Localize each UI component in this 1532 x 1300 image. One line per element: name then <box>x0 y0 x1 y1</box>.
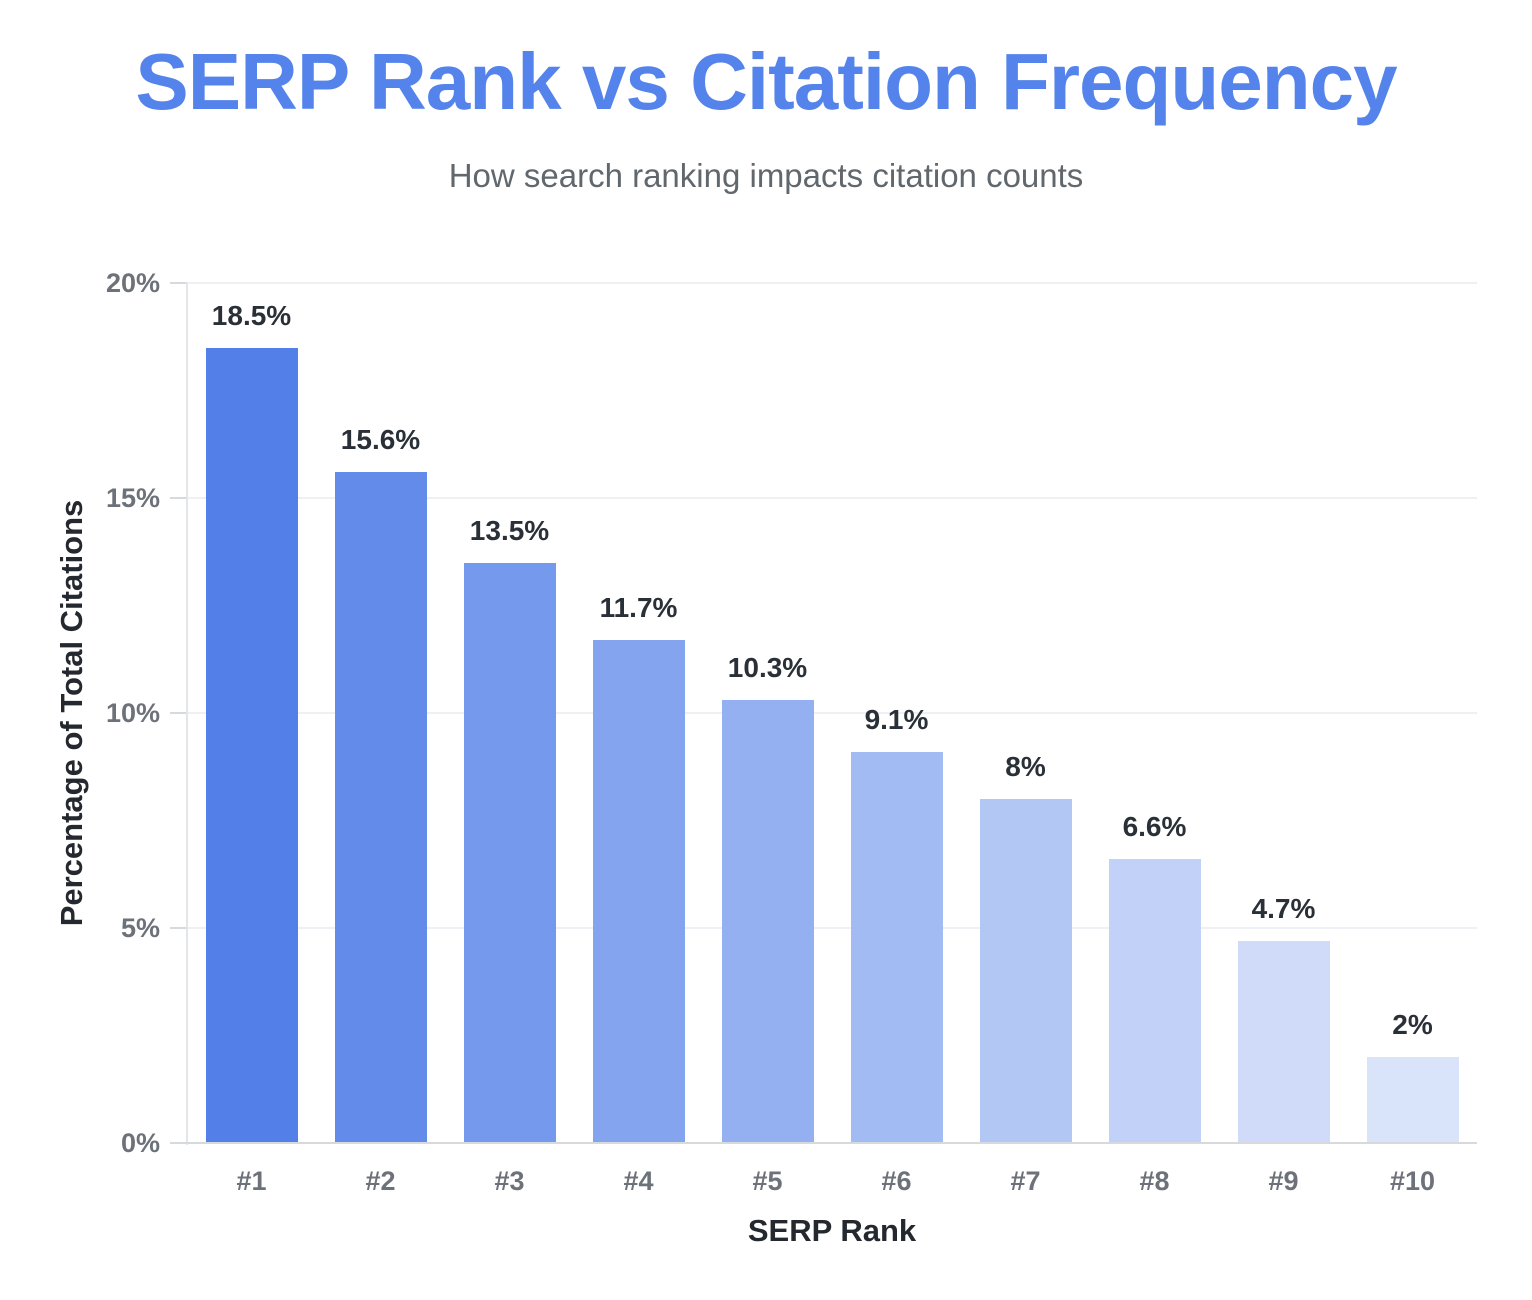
bar-value-label: 10.3% <box>727 652 808 684</box>
y-axis-title: Percentage of Total Citations <box>54 499 89 927</box>
bar-value-label: 4.7% <box>1251 892 1316 924</box>
bar <box>592 639 685 1143</box>
x-tick-label: #3 <box>494 1166 525 1196</box>
y-tick-label: 0% <box>120 1128 160 1158</box>
y-tick-mark <box>170 497 187 499</box>
bar-value-label: 11.7% <box>599 591 678 623</box>
y-tick-label: 5% <box>120 913 160 943</box>
x-axis-line <box>170 1142 1477 1144</box>
bar-value-label: 13.5% <box>469 514 550 546</box>
x-tick-label: #6 <box>881 1166 912 1196</box>
bar-value-label: 18.5% <box>211 299 292 331</box>
x-tick-label: #8 <box>1139 1166 1170 1196</box>
y-tick-mark <box>170 282 187 284</box>
bar <box>334 472 427 1143</box>
bar <box>979 799 1072 1143</box>
bar-value-label: 6.6% <box>1122 811 1187 843</box>
bar-value-label: 15.6% <box>340 424 421 456</box>
bar <box>850 751 943 1143</box>
x-tick-label: #9 <box>1268 1166 1299 1196</box>
gridline <box>187 497 1477 499</box>
gridline <box>187 927 1477 929</box>
bar <box>721 700 814 1143</box>
y-tick-label: 10% <box>105 698 160 728</box>
bar <box>1108 859 1201 1143</box>
bar <box>1237 940 1330 1143</box>
bar <box>1366 1057 1459 1143</box>
bar-value-label: 8% <box>1005 751 1046 782</box>
bar <box>463 562 556 1143</box>
x-axis-title: SERP Rank <box>747 1213 917 1248</box>
chart-subtitle: How search ranking impacts citation coun… <box>448 157 1084 194</box>
x-tick-label: #5 <box>752 1166 783 1196</box>
y-tick-mark <box>170 927 187 929</box>
x-tick-label: #2 <box>365 1166 396 1196</box>
gridline <box>187 712 1477 714</box>
bar <box>205 347 298 1143</box>
y-axis-line <box>186 283 188 1145</box>
bar-value-label: 9.1% <box>864 703 929 735</box>
chart-title: SERP Rank vs Citation Frequency <box>135 37 1397 126</box>
x-tick-label: #1 <box>236 1166 267 1196</box>
gridline <box>187 282 1477 284</box>
bar-value-label: 2% <box>1392 1009 1433 1040</box>
x-tick-label: #7 <box>1010 1166 1041 1196</box>
y-tick-label: 15% <box>105 483 160 513</box>
y-tick-mark <box>170 712 187 714</box>
x-tick-label: #4 <box>623 1166 654 1196</box>
x-tick-label: #10 <box>1389 1166 1436 1196</box>
y-tick-label: 20% <box>105 268 160 298</box>
